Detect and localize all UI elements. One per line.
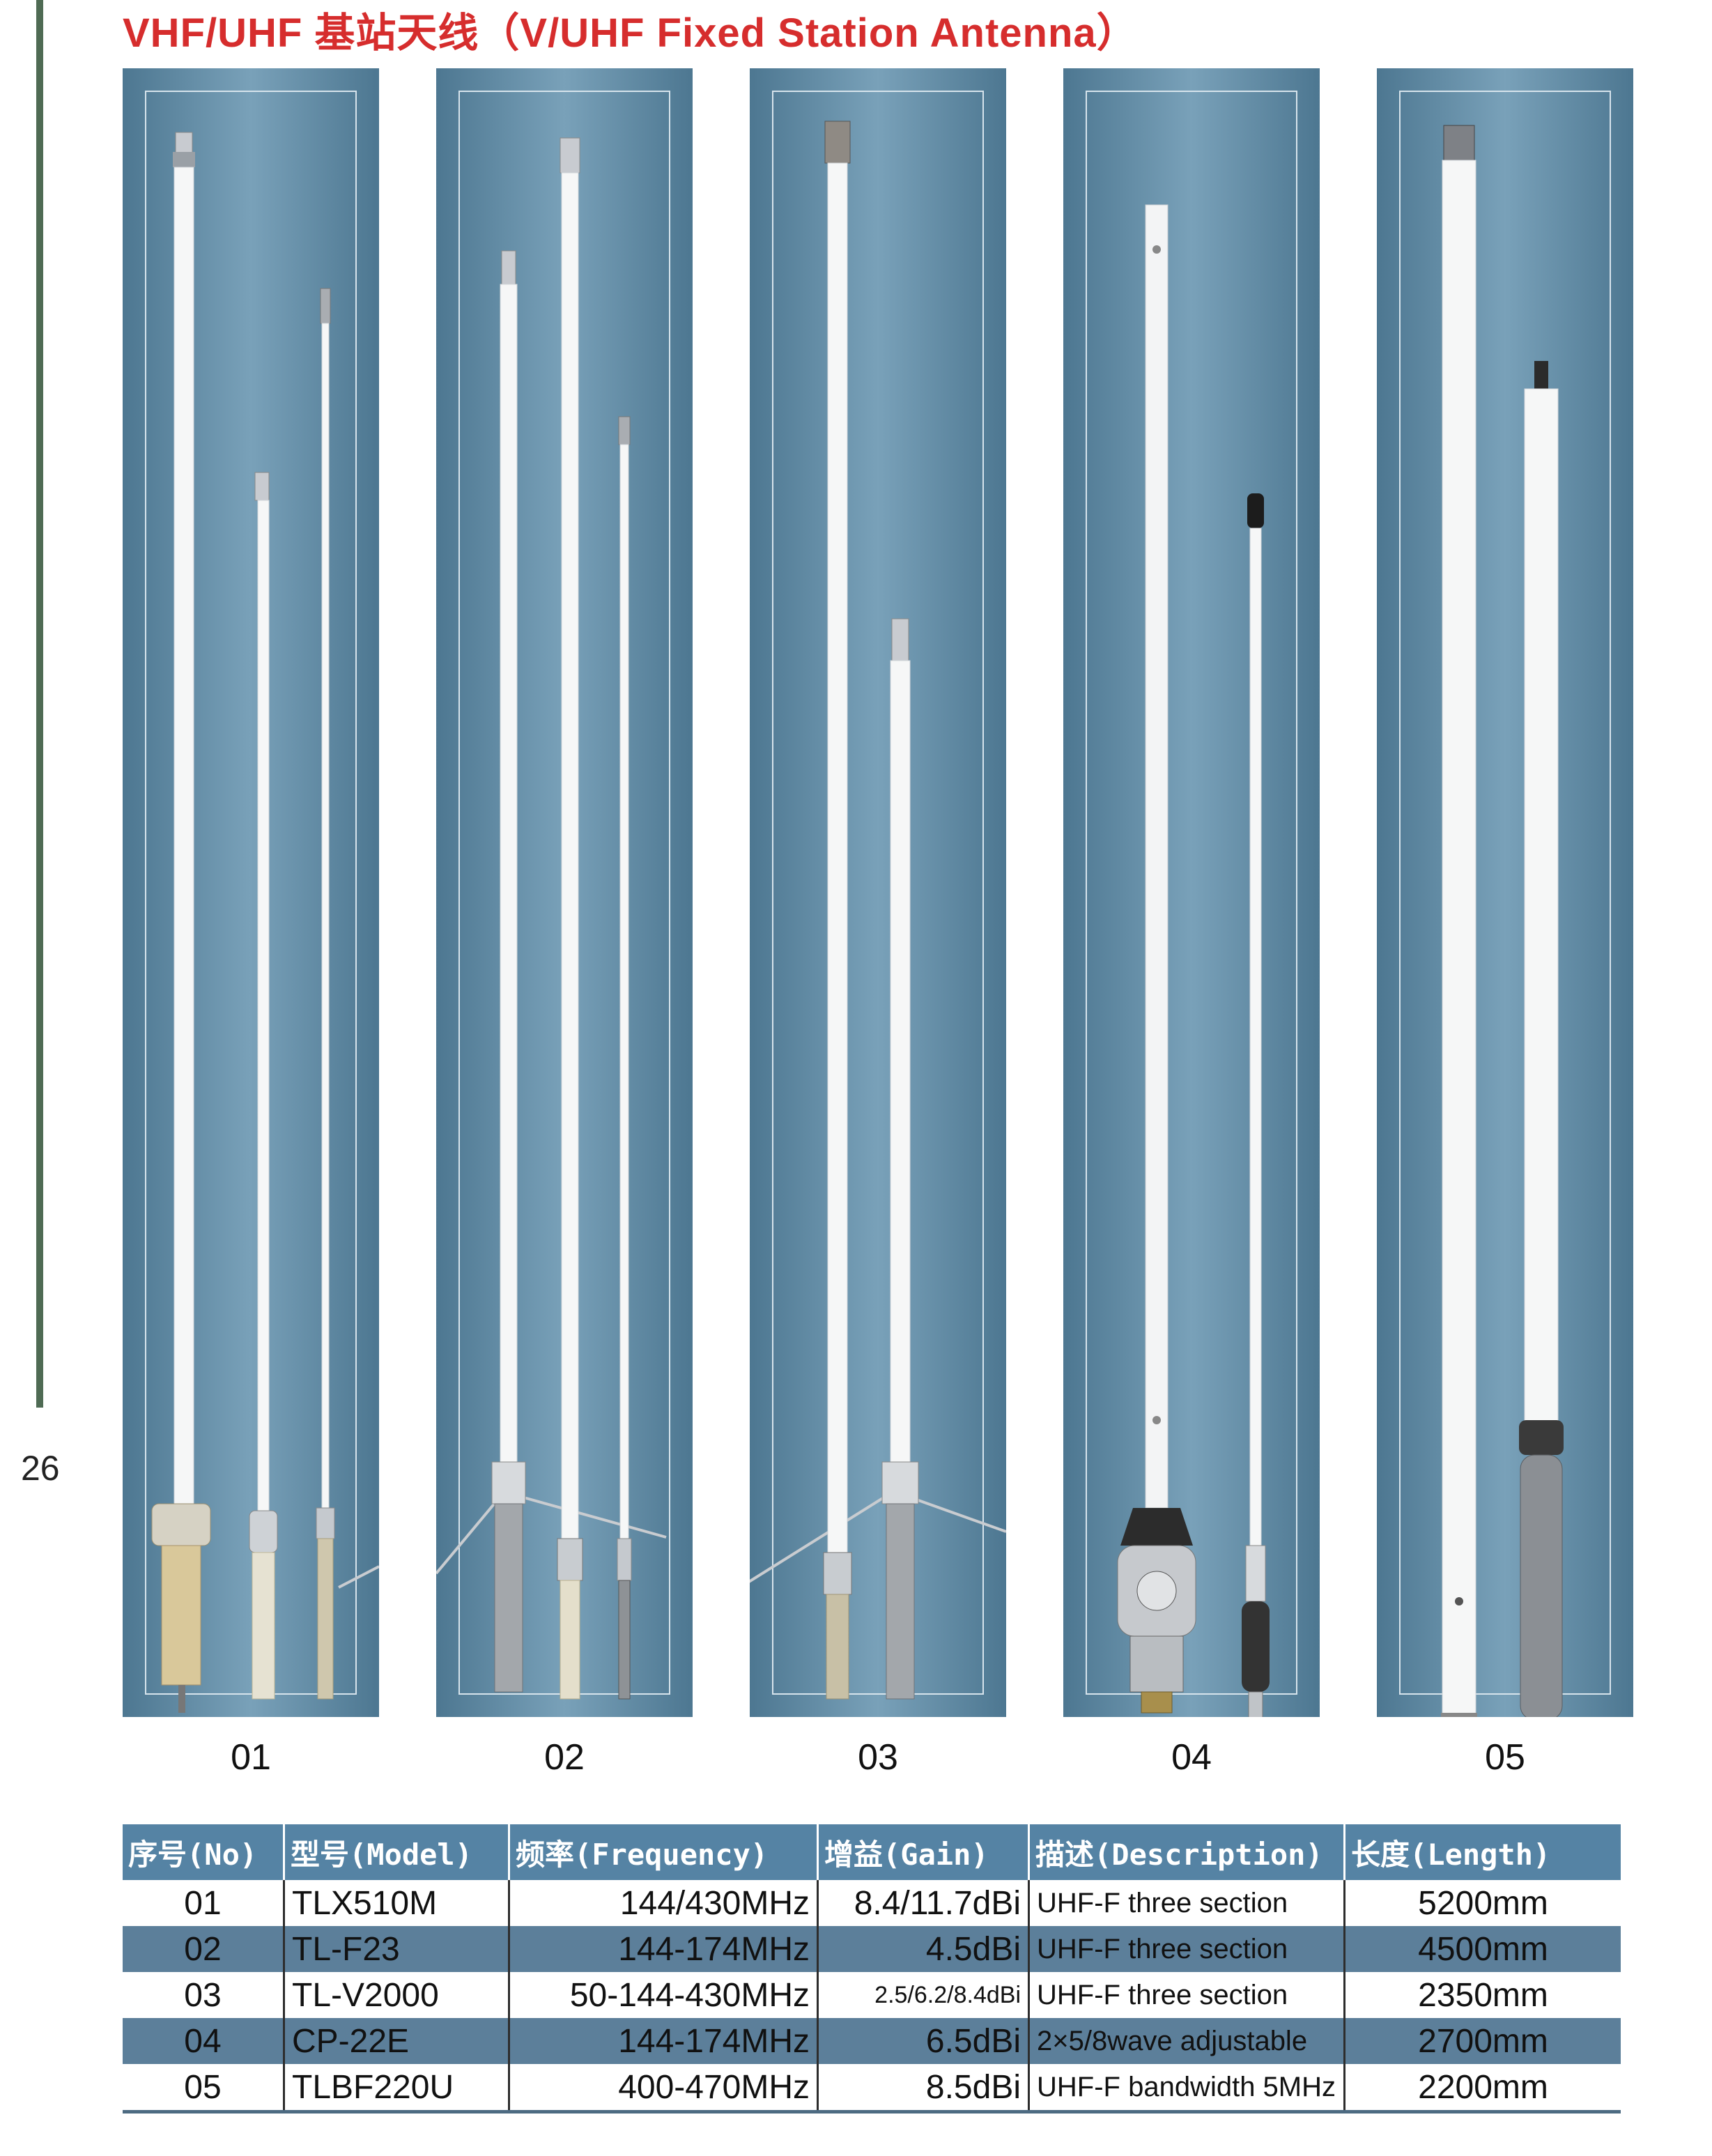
antenna-illustration-04 [1117, 204, 1270, 1717]
antenna-illustration-05 [1441, 125, 1564, 1717]
product-image-03 [750, 68, 1006, 1717]
cell-length: 4500mm [1344, 1926, 1621, 1972]
col-header-frequency: 频率(Frequency) [509, 1824, 819, 1880]
cell-frequency: 144-174MHz [509, 2018, 819, 2064]
cell-model: TLBF220U [284, 2064, 510, 2113]
table-row: 03 TL-V2000 50-144-430MHz 2.5/6.2/8.4dBi… [123, 1972, 1621, 2018]
cell-no: 05 [123, 2064, 285, 2113]
product-label-05: 05 [1485, 1737, 1525, 1778]
cell-frequency: 144-174MHz [509, 1926, 819, 1972]
product-image-05 [1377, 68, 1633, 1717]
cell-gain: 6.5dBi [817, 2018, 1030, 2064]
table-row: 05 TLBF220U 400-470MHz 8.5dBi UHF-F band… [123, 2064, 1621, 2113]
col-header-no: 序号(No) [123, 1824, 285, 1880]
cell-length: 5200mm [1418, 1884, 1548, 1922]
product-label-02: 02 [544, 1737, 585, 1778]
page-title: VHF/UHF 基站天线（V/UHF Fixed Station Antenna… [123, 10, 1138, 56]
cell-gain: 8.4/11.7dBi [817, 1880, 1030, 1926]
table-row: 04 CP-22E 144-174MHz 6.5dBi 2×5/8wave ad… [123, 2018, 1621, 2064]
antenna-illustration-03 [750, 121, 1006, 1700]
page-number: 26 [21, 1449, 60, 1488]
panel-frame [1086, 91, 1297, 1695]
cell-description: UHF-F bandwidth 5MHz [1028, 2064, 1345, 2113]
cell-no: 01 [123, 1880, 285, 1926]
table-row: 01 TLX510M 144/430MHz 8.4/11.7dBi UHF-F … [123, 1880, 1621, 1926]
col-header-length: 长度(Length) [1344, 1824, 1621, 1880]
cell-length: 2350mm [1418, 1976, 1548, 2014]
cell-frequency: 50-144-430MHz [509, 1972, 819, 2018]
product-label-04: 04 [1171, 1737, 1212, 1778]
antenna-illustration-01 [151, 132, 379, 1713]
cell-frequency: 400-470MHz [509, 2064, 819, 2113]
spec-table: 序号(No) 型号(Model) 频率(Frequency) 增益(Gain) … [123, 1824, 1621, 2113]
cell-description: UHF-F three section [1028, 1880, 1345, 1926]
cell-length: 2200mm [1344, 2064, 1621, 2113]
product-label-03: 03 [858, 1737, 898, 1778]
cell-frequency: 144/430MHz [509, 1880, 819, 1926]
cell-description: UHF-F three section [1028, 1972, 1345, 2018]
cell-description: 2×5/8wave adjustable [1028, 2018, 1345, 2064]
panel-frame [772, 91, 984, 1695]
cell-model: TL-V2000 [284, 1972, 510, 2018]
panel-frame [145, 91, 357, 1695]
side-accent-bar [36, 0, 43, 1408]
panel-frame [1399, 91, 1611, 1695]
col-header-gain: 增益(Gain) [817, 1824, 1030, 1880]
cell-gain: 2.5/6.2/8.4dBi [817, 1972, 1030, 2018]
product-image-04 [1063, 68, 1320, 1717]
product-image-02 [436, 68, 693, 1717]
col-header-description: 描述(Description) [1028, 1824, 1345, 1880]
cell-no: 03 [123, 1972, 285, 2018]
table-row: 02 TL-F23 144-174MHz 4.5dBi UHF-F three … [123, 1926, 1621, 1972]
product-label-01: 01 [231, 1737, 271, 1778]
cell-gain: 4.5dBi [817, 1926, 1030, 1972]
cell-length: 2700mm [1344, 2018, 1621, 2064]
table-header-row: 序号(No) 型号(Model) 频率(Frequency) 增益(Gain) … [123, 1824, 1621, 1880]
cell-description: UHF-F three section [1028, 1926, 1345, 1972]
col-header-model: 型号(Model) [284, 1824, 510, 1880]
cell-no: 02 [123, 1926, 285, 1972]
cell-gain: 8.5dBi [817, 2064, 1030, 2113]
cell-model: TL-F23 [284, 1926, 510, 1972]
antenna-illustration-02 [436, 137, 667, 1700]
product-image-01 [123, 68, 379, 1717]
cell-model: TLX510M [284, 1880, 510, 1926]
cell-no: 04 [123, 2018, 285, 2064]
cell-model: CP-22E [284, 2018, 510, 2064]
